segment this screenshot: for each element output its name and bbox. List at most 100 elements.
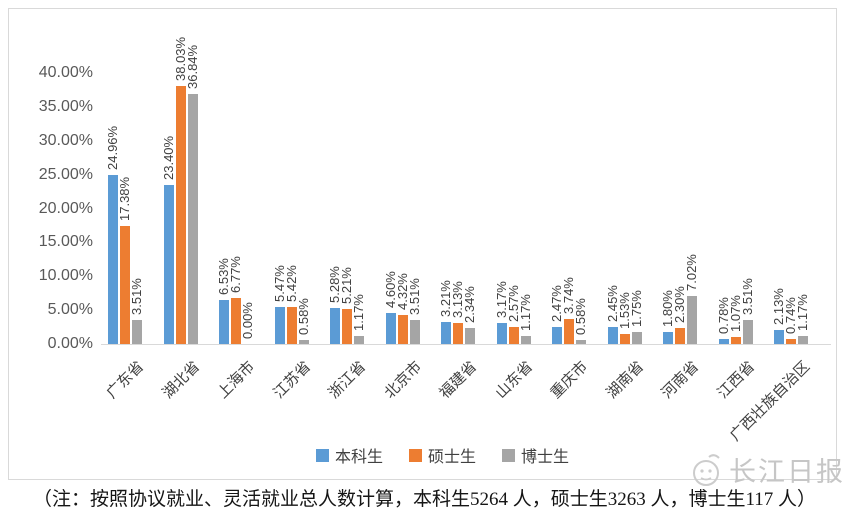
y-axis-tick-label: 0.00% bbox=[47, 335, 93, 352]
bar-value-label: 2.30% bbox=[672, 286, 687, 324]
bar bbox=[409, 320, 420, 344]
bar bbox=[730, 336, 741, 344]
bar-group: 4.60% 4.32% 3.51% bbox=[383, 67, 422, 344]
bar-group: 24.96% 17.38% 3.51% bbox=[105, 67, 144, 344]
bar-slot: 23.40% bbox=[161, 67, 176, 344]
bar-group: 2.47% 3.74% 0.58% bbox=[549, 67, 588, 344]
bar-slot: 3.17% bbox=[494, 67, 509, 344]
bar bbox=[742, 320, 753, 344]
bar-slot: 0.58% bbox=[295, 67, 311, 344]
bar bbox=[564, 318, 574, 344]
bar bbox=[607, 327, 618, 344]
bar-value-label: 3.51% bbox=[406, 278, 422, 316]
bar-group: 2.13% 0.74% 1.17% bbox=[771, 67, 810, 344]
bar-slot: 0.74% bbox=[783, 67, 798, 344]
bar-slot: 2.30% bbox=[672, 67, 687, 344]
legend-swatch bbox=[408, 448, 422, 462]
bar-group: 23.40% 38.03% 36.84% bbox=[161, 37, 200, 344]
bar bbox=[286, 307, 297, 344]
bar bbox=[163, 185, 174, 344]
bar bbox=[342, 308, 352, 344]
legend-label: 本科生 bbox=[334, 449, 383, 466]
bar-slot: 24.96% bbox=[105, 67, 120, 344]
legend-swatch bbox=[315, 448, 329, 462]
bar bbox=[441, 322, 451, 344]
bar-slot: 3.13% bbox=[450, 67, 465, 344]
bar bbox=[798, 336, 808, 344]
bar bbox=[120, 226, 130, 344]
bar-slot: 0.00% bbox=[240, 67, 255, 344]
y-axis-tick-label: 15.00% bbox=[38, 233, 93, 251]
chart-frame: 0.00% 5.00% 10.00% 15.00% 20.00% 25.00% 30.00%… bbox=[8, 8, 837, 480]
bar-slot: 3.21% bbox=[438, 67, 453, 344]
bar bbox=[453, 322, 463, 344]
legend-item: 硕士生 bbox=[408, 443, 476, 467]
bar bbox=[663, 331, 673, 344]
bar bbox=[175, 86, 186, 344]
bar-group: 3.21% 3.13% 2.34% bbox=[438, 67, 477, 344]
y-axis-tick-label: 35.00% bbox=[38, 97, 93, 115]
bar-group: 3.17% 2.57% 1.17% bbox=[494, 67, 533, 344]
bar bbox=[298, 340, 309, 344]
bar bbox=[774, 329, 784, 344]
bar-slot: 1.17% bbox=[351, 67, 366, 344]
bar bbox=[132, 320, 142, 344]
bar-group: 5.28% 5.21% 1.17% bbox=[327, 67, 366, 344]
bar bbox=[619, 333, 630, 344]
bar-value-label: 0.58% bbox=[295, 298, 311, 336]
bar-slot: 1.53% bbox=[617, 67, 632, 344]
bar-value-label: 0.00% bbox=[240, 302, 255, 339]
y-axis-tick-label: 10.00% bbox=[38, 267, 93, 285]
bar bbox=[385, 312, 396, 344]
bar bbox=[675, 328, 685, 344]
bar-slot: 1.07% bbox=[728, 67, 743, 344]
bar-slot: 5.21% bbox=[339, 67, 354, 344]
y-axis-tick-label: 5.00% bbox=[47, 301, 93, 319]
bar-slot: 2.47% bbox=[549, 67, 564, 344]
bar bbox=[108, 174, 118, 344]
bar-value-label: 3.51% bbox=[129, 278, 144, 316]
bar-slot: 2.34% bbox=[462, 67, 477, 344]
bar-value-label: 3.51% bbox=[739, 278, 755, 316]
bar bbox=[187, 94, 198, 344]
bar-value-label: 1.17% bbox=[795, 294, 810, 332]
bar-slot: 4.32% bbox=[395, 67, 410, 344]
bar-value-label: 2.34% bbox=[462, 286, 477, 324]
bar-slot: 6.53% bbox=[216, 67, 231, 344]
legend-item: 博士生 bbox=[502, 443, 569, 467]
footnote: （注：按照协议就业、灵活就业总人数计算，本科生5264 人，硕士生3263 人，… bbox=[32, 489, 817, 510]
bar-slot: 2.13% bbox=[771, 67, 786, 344]
bar-slot: 17.38% bbox=[117, 67, 132, 344]
bar bbox=[718, 338, 729, 344]
legend-label: 博士生 bbox=[521, 449, 570, 466]
legend-swatch bbox=[502, 448, 515, 462]
bar-value-label: 6.77% bbox=[228, 256, 243, 294]
bar-slot: 3.51% bbox=[739, 67, 755, 344]
bar bbox=[465, 328, 475, 344]
bar-slot: 3.74% bbox=[561, 67, 576, 344]
bar bbox=[631, 332, 642, 344]
bar-slot: 5.28% bbox=[327, 67, 342, 344]
bar-value-label: 1.17% bbox=[517, 294, 533, 332]
bar-slot: 4.60% bbox=[383, 67, 398, 344]
bar-slot: 1.75% bbox=[628, 67, 644, 344]
bar-group: 5.47% 5.42% 0.58% bbox=[272, 67, 311, 344]
bar-slot: 2.45% bbox=[605, 67, 620, 344]
bar-group: 1.80% 2.30% 7.02% bbox=[660, 67, 699, 344]
bar bbox=[219, 299, 229, 344]
bar bbox=[508, 326, 519, 344]
bar-slot: 1.80% bbox=[660, 67, 675, 344]
legend-label: 硕士生 bbox=[427, 449, 476, 466]
bar-group: 0.78% 1.07% 3.51% bbox=[716, 67, 755, 344]
bar-value-label: 36.84% bbox=[184, 45, 200, 90]
bar bbox=[786, 339, 796, 344]
bar-group: 6.53% 6.77% 0.00% bbox=[216, 67, 255, 344]
bar-slot: 5.42% bbox=[284, 67, 299, 344]
bar-value-label: 24.96% bbox=[105, 125, 120, 170]
y-axis-tick-label: 20.00% bbox=[38, 199, 93, 217]
bar-slot: 6.77% bbox=[228, 67, 243, 344]
bar-slot: 3.51% bbox=[129, 67, 144, 344]
bar-value-label: 1.75% bbox=[628, 290, 644, 328]
smiley-face-logo-icon bbox=[693, 453, 720, 486]
